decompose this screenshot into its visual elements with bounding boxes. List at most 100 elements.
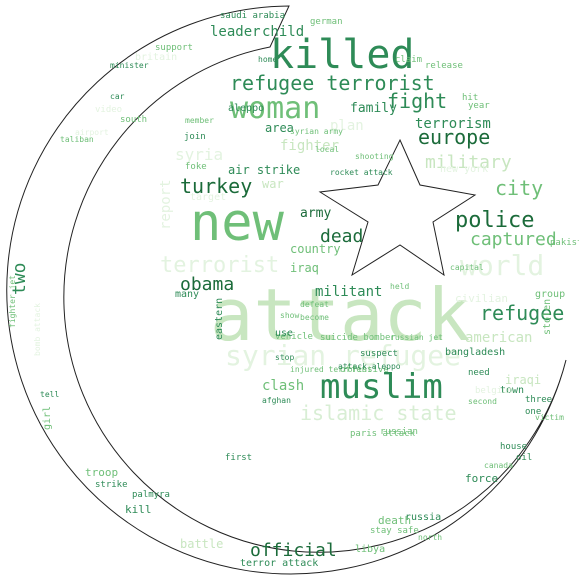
word-cloud-word: local bbox=[315, 145, 339, 154]
word-cloud-word: house bbox=[500, 442, 527, 452]
word-cloud-word: join bbox=[184, 132, 206, 142]
word-cloud-word: victim bbox=[535, 413, 564, 422]
word-cloud-word: first bbox=[225, 453, 252, 463]
word-cloud-word: oil bbox=[516, 453, 532, 463]
word-cloud-word: one bbox=[525, 407, 541, 417]
word-cloud-word: american bbox=[465, 330, 532, 346]
word-cloud-word: hit bbox=[462, 93, 478, 103]
word-cloud-word: girl bbox=[42, 406, 53, 430]
word-cloud-word: video bbox=[95, 105, 122, 115]
word-cloud-word: injured terrorist bbox=[290, 365, 372, 374]
word-cloud-word: russian bbox=[380, 427, 418, 437]
word-cloud-word: death bbox=[378, 514, 411, 527]
word-cloud-word: belgium bbox=[475, 386, 513, 396]
word-cloud-word: foke bbox=[185, 162, 207, 172]
word-cloud-word: defeat bbox=[300, 300, 329, 309]
word-cloud-word: report bbox=[158, 179, 174, 230]
word-cloud-word: britain bbox=[135, 52, 177, 63]
word-cloud-word: car bbox=[110, 92, 125, 101]
word-cloud-word: airport bbox=[75, 128, 109, 137]
star-outline bbox=[318, 138, 477, 277]
word-cloud-word: suspect bbox=[360, 349, 398, 359]
word-cloud-word: russia bbox=[405, 512, 441, 523]
word-cloud-word: obama bbox=[180, 274, 234, 295]
word-cloud-word: terrorism bbox=[415, 116, 491, 132]
word-cloud-word: strike bbox=[95, 480, 128, 490]
word-cloud-word: fight bbox=[387, 89, 447, 113]
word-cloud-word: country bbox=[290, 242, 341, 256]
word-cloud-word: offensive bbox=[340, 365, 389, 375]
word-cloud-word: saudi arabia bbox=[220, 11, 285, 21]
word-cloud-word: north bbox=[418, 533, 442, 542]
word-cloud-word: need bbox=[468, 368, 490, 378]
word-cloud-word: area bbox=[265, 121, 294, 135]
word-cloud-word: south bbox=[120, 115, 147, 125]
word-cloud-word: police bbox=[455, 208, 534, 233]
word-cloud-word: refugee bbox=[480, 301, 564, 325]
word-cloud-word: second bbox=[468, 397, 497, 406]
word-cloud-word: russian jet bbox=[390, 333, 443, 342]
word-cloud-word: two bbox=[9, 262, 30, 295]
word-cloud-word: support bbox=[155, 43, 193, 53]
word-cloud-word: stay safe bbox=[370, 526, 419, 536]
word-cloud-word: attack bbox=[210, 273, 470, 357]
word-cloud-word: battle bbox=[180, 537, 223, 551]
word-cloud-word: family bbox=[350, 101, 397, 116]
word-cloud-word: air strike bbox=[228, 163, 300, 177]
word-cloud-word: attack aleppo bbox=[338, 362, 401, 371]
word-cloud-word: woman bbox=[230, 91, 320, 126]
word-cloud-word: troop bbox=[85, 466, 118, 479]
word-cloud-word: bomb attack bbox=[33, 303, 42, 356]
word-cloud-word: clash bbox=[262, 378, 304, 394]
word-cloud-word: home bbox=[258, 55, 277, 64]
word-cloud-word: canada bbox=[484, 461, 513, 470]
word-cloud-word: afghan bbox=[262, 396, 291, 405]
word-cloud-word: europe bbox=[418, 125, 490, 149]
word-cloud-word: group bbox=[535, 289, 565, 300]
word-cloud-word: rocket attack bbox=[330, 168, 393, 177]
word-cloud-word: captured bbox=[470, 229, 557, 250]
word-cloud-word: kill bbox=[125, 503, 152, 516]
word-cloud-word: militant bbox=[315, 284, 382, 300]
word-cloud-word: islamic state bbox=[300, 401, 457, 425]
word-cloud-word: year bbox=[468, 101, 490, 111]
word-cloud-word: vehicle bbox=[275, 332, 313, 342]
word-cloud-word: libya bbox=[355, 544, 385, 555]
word-cloud-word: german bbox=[310, 17, 343, 27]
word-cloud-word: claim bbox=[395, 55, 422, 65]
word-cloud-word: suicide bomber bbox=[320, 333, 396, 343]
word-cloud-word: iraqi bbox=[505, 373, 541, 387]
word-cloud-word: fighter jet bbox=[8, 275, 17, 328]
word-cloud-word: civilian bbox=[455, 292, 508, 305]
word-cloud-word: held bbox=[390, 282, 409, 291]
word-cloud-word: leader bbox=[210, 24, 261, 40]
word-cloud-word: terror attack bbox=[240, 558, 318, 569]
word-cloud-word: official bbox=[250, 540, 337, 561]
word-cloud-word: army bbox=[300, 206, 331, 221]
word-cloud-word: minister bbox=[110, 61, 149, 70]
word-cloud-word: paris attack bbox=[350, 429, 416, 439]
word-cloud-word: use bbox=[275, 328, 293, 339]
word-cloud-word: stop bbox=[275, 353, 294, 362]
word-cloud-word: child bbox=[262, 24, 304, 40]
word-cloud-word: syria bbox=[175, 145, 223, 164]
word-cloud-word: taliban bbox=[60, 135, 94, 144]
word-cloud-word: stolen bbox=[542, 299, 553, 335]
word-cloud-word: turkey bbox=[180, 174, 252, 198]
word-cloud-word: aleppo bbox=[228, 103, 264, 114]
word-cloud-word: target bbox=[190, 192, 226, 203]
word-cloud-word: city bbox=[495, 176, 543, 200]
word-cloud-word: bangladesh bbox=[445, 347, 505, 358]
word-cloud-word: three bbox=[525, 395, 552, 405]
word-cloud-word: new bbox=[190, 193, 285, 253]
word-cloud-word: killed bbox=[270, 32, 415, 78]
word-cloud-word: become bbox=[300, 313, 329, 322]
crescent-star-outline bbox=[6, 5, 567, 575]
word-cloud-word: eastern bbox=[214, 298, 225, 340]
word-cloud-word: pakistan bbox=[550, 238, 579, 248]
word-cloud-word: war bbox=[262, 177, 284, 191]
word-cloud-word: syrian army bbox=[290, 127, 343, 136]
